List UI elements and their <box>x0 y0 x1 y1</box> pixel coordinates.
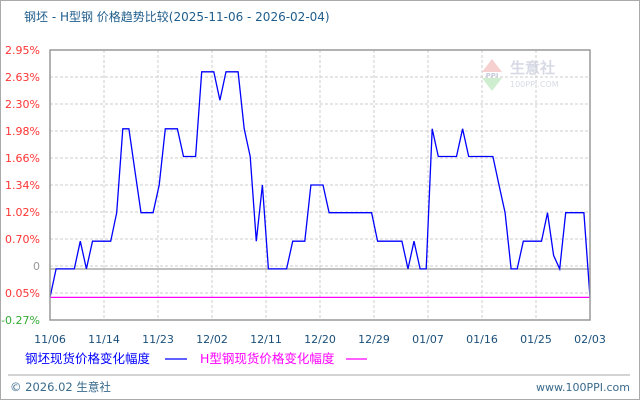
x-tick-label: 11/23 <box>142 333 174 346</box>
y-axis: 2.95% 2.63% 2.30% 1.98% 1.66% 1.34% 1.02% 0.70%… <box>1 44 40 327</box>
footer-copyright: © 2026.02 生意社 <box>10 380 111 394</box>
plot-frame <box>49 49 591 321</box>
logo-down-triangle-icon <box>482 78 502 91</box>
x-tick-label: 11/06 <box>34 333 66 346</box>
x-tick-label: 01/16 <box>466 333 498 346</box>
y-tick-label: 0 <box>33 260 40 273</box>
x-tick-label: 01/07 <box>412 333 444 346</box>
footer-site-link[interactable]: www.100PPI.com <box>536 381 630 394</box>
y-tick-label: 1.66% <box>5 152 40 165</box>
logo-up-triangle-icon <box>482 59 502 72</box>
x-tick-label: 12/29 <box>358 333 390 346</box>
y-tick-label: 2.30% <box>5 98 40 111</box>
x-tick-label: 12/20 <box>304 333 336 346</box>
logo-text: PPI <box>486 72 499 80</box>
x-axis: 11/06 11/14 11/23 12/02 12/11 12/20 12/29 01/07… <box>34 333 606 346</box>
legend-label-h-beam: H型钢现货价格变化幅度 <box>200 351 335 366</box>
legend-label-billet: 钢坯现货价格变化幅度 <box>25 351 151 366</box>
y-tick-label: 1.98% <box>5 125 40 138</box>
y-tick-label: 0.70% <box>5 233 40 246</box>
series-lines <box>49 71 591 299</box>
series-line-0 <box>49 71 591 298</box>
watermark-logo: PPI 生意社 100PPI.COM <box>482 59 559 91</box>
y-tick-label: 1.34% <box>5 179 40 192</box>
legend: 钢坯现货价格变化幅度 H型钢现货价格变化幅度 <box>25 351 367 366</box>
y-tick-label: 0.05% <box>5 287 40 300</box>
y-tick-label: 1.02% <box>5 206 40 219</box>
y-tick-label: 2.63% <box>5 71 40 84</box>
y-tick-label: 2.95% <box>5 44 40 57</box>
x-tick-label: 02/03 <box>574 333 606 346</box>
x-tick-label: 01/25 <box>520 333 552 346</box>
x-tick-label: 12/02 <box>196 333 228 346</box>
watermark-url: 100PPI.COM <box>510 80 559 89</box>
chart-title: 钢坯 - H型钢 价格趋势比较(2025-11-06 - 2026-02-04) <box>24 9 330 24</box>
watermark-brand: 生意社 <box>510 59 555 77</box>
y-tick-label: -0.27% <box>1 314 40 327</box>
grid <box>50 50 590 320</box>
x-tick-label: 11/14 <box>88 333 120 346</box>
x-tick-label: 12/11 <box>250 333 282 346</box>
